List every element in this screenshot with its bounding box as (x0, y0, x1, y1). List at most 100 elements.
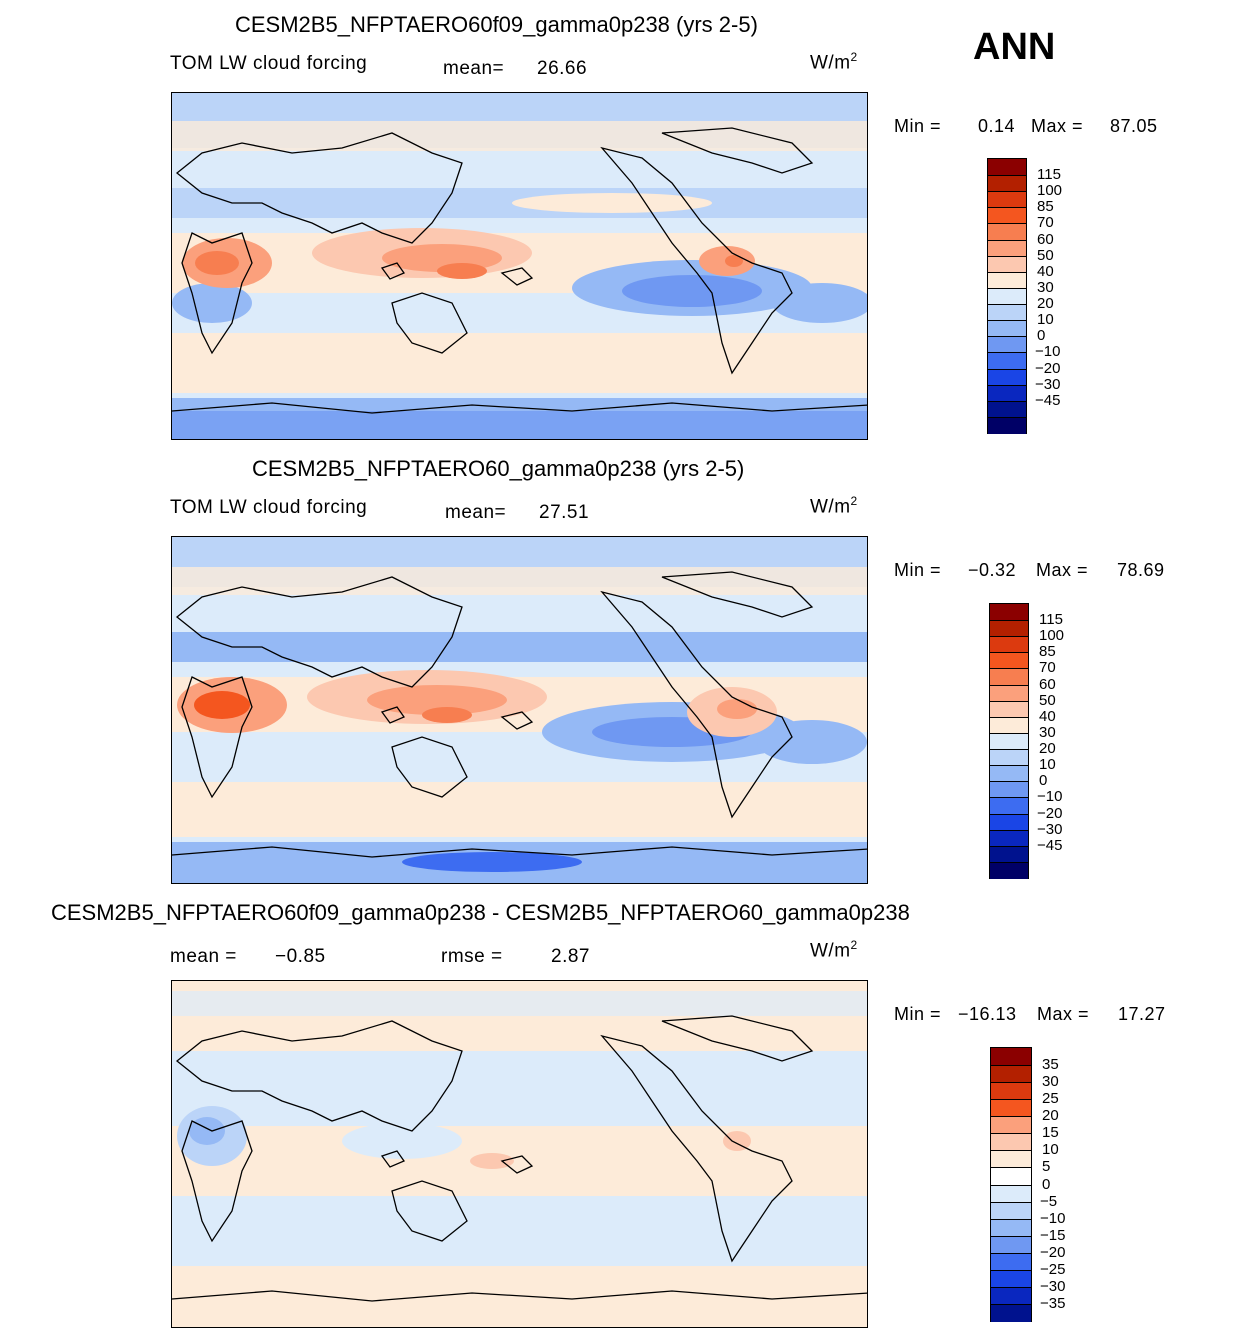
colorbar-swatch (991, 1252, 1031, 1271)
colorbar-swatch (988, 400, 1026, 418)
colorbar-swatch (988, 271, 1026, 289)
colorbar-swatch (991, 1082, 1031, 1101)
colorbar-swatch (991, 1099, 1031, 1118)
colorbar-swatch (988, 207, 1026, 225)
panel2-min-value: −0.32 (968, 560, 1017, 580)
colorbar-swatch (991, 1167, 1031, 1186)
panel2-max-label: Max = (1036, 560, 1089, 580)
colorbar-swatch (991, 1269, 1031, 1288)
colorbar-tick-label: 30 (1042, 1073, 1059, 1091)
colorbar-tick-label: −30 (1040, 1277, 1066, 1295)
panel3-mean-value: −0.85 (275, 946, 326, 967)
colorbar-swatch (988, 239, 1026, 257)
panel2-title: CESM2B5_NFPTAERO60_gamma0p238 (yrs 2-5) (252, 456, 745, 481)
colorbar-tick-label: 40 (1037, 262, 1054, 280)
colorbar-tick-label: −45 (1035, 391, 1061, 409)
colorbar-tick-label: −20 (1037, 804, 1063, 822)
panel1-max-label: Max = (1031, 116, 1084, 136)
colorbar-swatch (988, 223, 1026, 241)
colorbar-swatch (990, 781, 1028, 799)
colorbar-tick-label: 50 (1037, 246, 1054, 264)
colorbar-swatch (990, 829, 1028, 847)
colorbar-tick-label: 25 (1042, 1090, 1059, 1108)
colorbar-tick-label: 5 (1042, 1158, 1051, 1176)
colorbar-tick-label: −25 (1040, 1260, 1066, 1278)
colorbar-swatch (988, 336, 1026, 354)
colorbar-swatch (991, 1065, 1031, 1084)
panel3-max-label: Max = (1037, 1004, 1090, 1024)
colorbar-swatch (991, 1133, 1031, 1152)
colorbar-swatch (990, 700, 1028, 718)
colorbar-swatch (990, 813, 1028, 831)
colorbar-swatch (988, 368, 1026, 386)
panel3-max-value: 17.27 (1118, 1004, 1166, 1024)
colorbar-tick-label: 115 (1037, 166, 1061, 184)
panel1-units: W/m2 (810, 50, 858, 74)
colorbar-tick-label: −10 (1040, 1209, 1066, 1227)
panel1-colorbar (987, 158, 1027, 434)
colorbar-swatch (991, 1116, 1031, 1135)
colorbar-swatch (990, 652, 1028, 670)
colorbar-tick-label: 50 (1039, 691, 1056, 709)
colorbar-swatch (990, 749, 1028, 767)
colorbar-swatch (988, 175, 1026, 193)
colorbar-swatch (990, 765, 1028, 783)
panel3-rmse-value: 2.87 (551, 946, 590, 967)
colorbar-swatch (990, 668, 1028, 686)
colorbar-tick-label: 70 (1039, 659, 1056, 677)
panel1-map (171, 92, 868, 440)
colorbar-swatch (988, 287, 1026, 306)
panel1-min-label: Min = (894, 116, 942, 136)
colorbar-tick-label: 40 (1039, 707, 1056, 725)
colorbar-tick-label: 35 (1042, 1056, 1059, 1074)
colorbar-swatch (990, 797, 1028, 815)
panel2-units: W/m2 (810, 494, 858, 518)
colorbar-tick-label: 85 (1039, 643, 1056, 661)
panel2-variable: TOM LW cloud forcing (170, 497, 368, 518)
colorbar-tick-label: −20 (1035, 359, 1061, 377)
colorbar-swatch (991, 1184, 1031, 1203)
panel2-mean-value: 27.51 (539, 502, 590, 523)
panel2-mean-label: mean= (445, 502, 507, 523)
colorbar-tick-label: 70 (1037, 214, 1054, 232)
panel2-map (171, 536, 868, 884)
colorbar-swatch (988, 352, 1026, 370)
colorbar-swatch (991, 1286, 1031, 1305)
colorbar-swatch (991, 1201, 1031, 1220)
colorbar-swatch (988, 191, 1026, 209)
colorbar-tick-label: −20 (1040, 1243, 1066, 1261)
colorbar-swatch (990, 684, 1028, 702)
colorbar-tick-label: 115 (1039, 611, 1063, 629)
colorbar-tick-label: 100 (1037, 182, 1063, 200)
panel3-title: CESM2B5_NFPTAERO60f09_gamma0p238 - CESM2… (51, 900, 910, 925)
colorbar-tick-label: 20 (1037, 295, 1054, 313)
colorbar-swatch (988, 416, 1026, 434)
colorbar-tick-label: 0 (1039, 772, 1048, 790)
colorbar-swatch (988, 159, 1026, 176)
colorbar-swatch (991, 1048, 1031, 1066)
colorbar-tick-label: −10 (1035, 343, 1061, 361)
colorbar-tick-label: −45 (1037, 836, 1063, 854)
panel2-max-value: 78.69 (1117, 560, 1165, 580)
colorbar-tick-label: −5 (1040, 1192, 1058, 1210)
panel3-units: W/m2 (810, 938, 858, 962)
panel1-variable: TOM LW cloud forcing (170, 53, 368, 74)
colorbar-tick-label: −30 (1035, 375, 1061, 393)
colorbar-tick-label: 100 (1039, 627, 1065, 645)
panel3-min-value: −16.13 (958, 1004, 1017, 1024)
colorbar-tick-label: 30 (1037, 278, 1054, 296)
colorbar-swatch (990, 620, 1028, 638)
panel3-mean-label: mean = (170, 946, 237, 967)
colorbar-swatch (991, 1218, 1031, 1237)
colorbar-tick-label: 20 (1039, 740, 1056, 758)
colorbar-swatch (988, 304, 1026, 322)
colorbar-swatch (991, 1235, 1031, 1254)
colorbar-tick-label: 30 (1039, 723, 1056, 741)
panel3-map (171, 980, 868, 1328)
colorbar-swatch (991, 1150, 1031, 1169)
colorbar-swatch (990, 732, 1028, 751)
colorbar-swatch (988, 255, 1026, 273)
panel1-min-value: 0.14 (978, 116, 1016, 136)
colorbar-tick-label: −35 (1040, 1294, 1066, 1312)
panel1-mean-value: 26.66 (537, 58, 588, 79)
